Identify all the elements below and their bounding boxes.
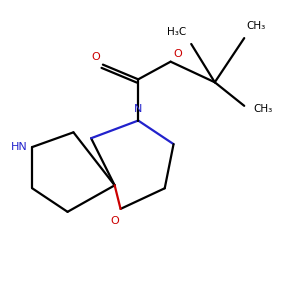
Text: O: O (174, 49, 182, 59)
Text: CH₃: CH₃ (254, 104, 273, 114)
Text: CH₃: CH₃ (246, 21, 266, 31)
Text: N: N (134, 104, 142, 114)
Text: HN: HN (11, 142, 27, 152)
Text: H₃C: H₃C (167, 27, 186, 37)
Text: O: O (91, 52, 100, 62)
Text: O: O (110, 216, 119, 226)
